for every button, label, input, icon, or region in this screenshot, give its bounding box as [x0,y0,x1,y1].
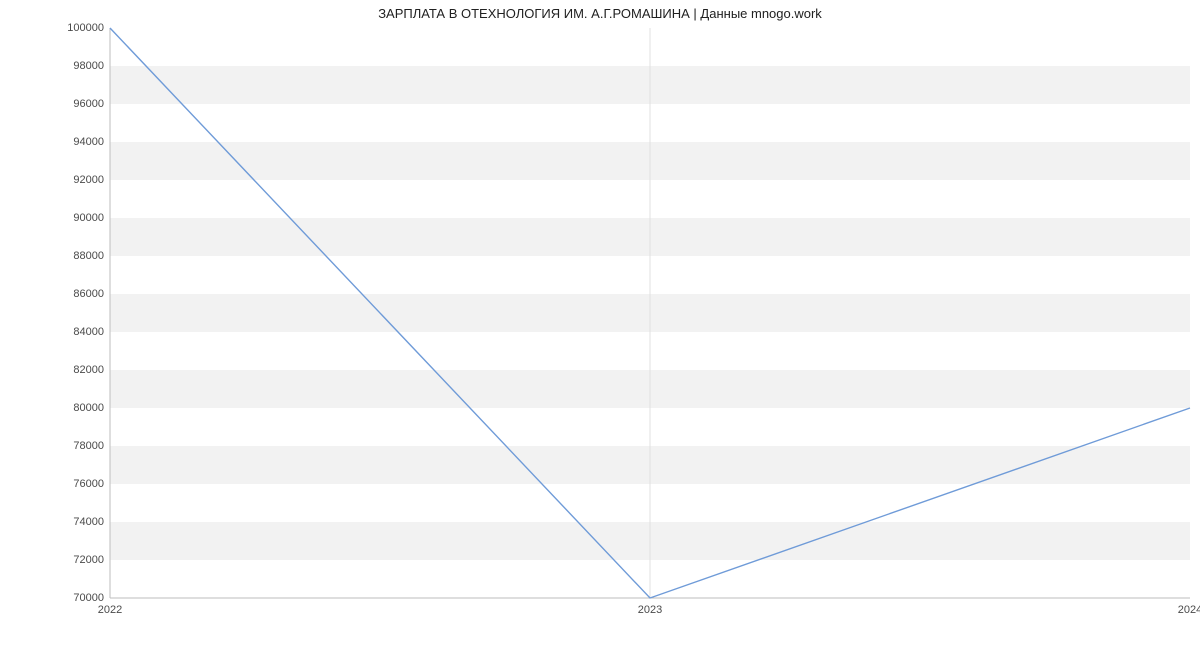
chart-container: ЗАРПЛАТА В ОТЕХНОЛОГИЯ ИМ. А.Г.РОМАШИНА … [0,0,1200,650]
x-tick-label: 2023 [638,604,662,616]
y-tick-label: 98000 [73,60,104,72]
x-tick-label: 2022 [98,604,122,616]
y-tick-label: 80000 [73,402,104,414]
y-tick-label: 78000 [73,440,104,452]
chart-svg [110,28,1190,598]
y-tick-label: 94000 [73,136,104,148]
y-tick-label: 100000 [67,22,104,34]
y-tick-label: 76000 [73,478,104,490]
y-tick-label: 70000 [73,592,104,604]
y-tick-label: 92000 [73,174,104,186]
y-tick-label: 74000 [73,516,104,528]
y-tick-label: 96000 [73,98,104,110]
y-tick-label: 90000 [73,212,104,224]
plot-area [110,28,1190,598]
y-tick-label: 86000 [73,288,104,300]
y-tick-label: 82000 [73,364,104,376]
chart-title: ЗАРПЛАТА В ОТЕХНОЛОГИЯ ИМ. А.Г.РОМАШИНА … [0,6,1200,21]
y-tick-label: 72000 [73,554,104,566]
y-tick-label: 84000 [73,326,104,338]
x-tick-label: 2024 [1178,604,1200,616]
y-tick-label: 88000 [73,250,104,262]
